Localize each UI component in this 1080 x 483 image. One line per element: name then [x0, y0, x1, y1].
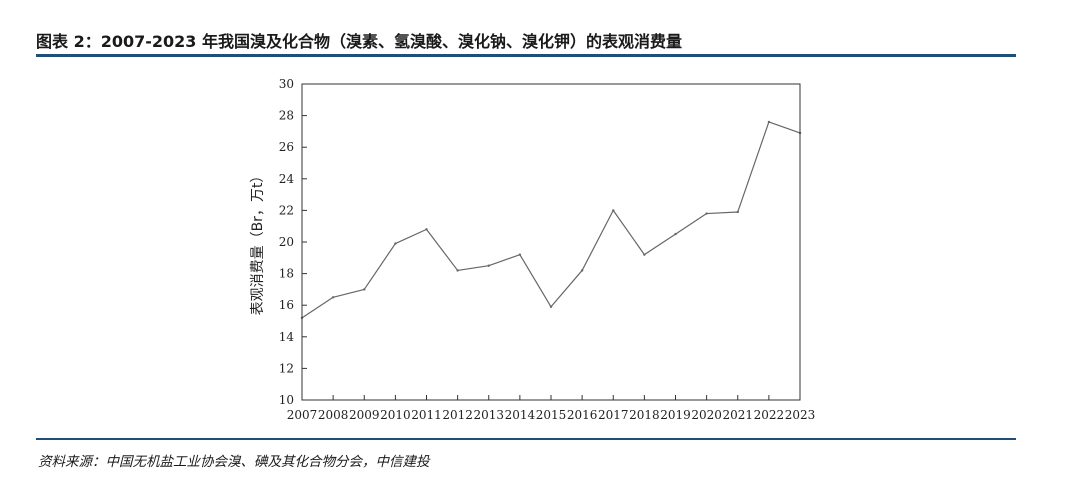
data-point: [456, 269, 459, 272]
chart-title: 图表 2：2007-2023 年我国溴及化合物（溴素、氢溴酸、溴化钠、溴化钾）的…: [36, 32, 682, 51]
data-point: [705, 212, 708, 215]
data-point: [394, 242, 397, 245]
x-tick-label: 2020: [691, 408, 722, 422]
x-tick-label: 2015: [536, 408, 567, 422]
y-tick-label: 28: [279, 109, 294, 123]
y-tick-label: 14: [279, 330, 295, 344]
x-tick-label: 2018: [629, 408, 660, 422]
y-tick-label: 12: [279, 361, 294, 375]
data-point: [549, 305, 553, 308]
x-tick-label: 2010: [380, 408, 411, 422]
data-point: [487, 264, 490, 267]
y-tick-label: 22: [279, 203, 294, 217]
data-point: [580, 269, 584, 272]
x-tick-label: 2012: [442, 408, 473, 422]
data-point: [736, 210, 739, 214]
data-point: [331, 296, 335, 299]
x-tick-label: 2011: [411, 408, 442, 422]
x-tick-label: 2013: [473, 408, 504, 422]
top-divider: [36, 54, 1016, 57]
data-point: [612, 209, 615, 212]
x-tick-label: 2023: [785, 408, 816, 422]
series-line: [301, 121, 801, 319]
data-point: [425, 228, 428, 231]
x-tick-label: 2017: [598, 408, 629, 422]
y-tick-label: 10: [279, 393, 294, 407]
y-tick-label: 16: [279, 298, 294, 312]
y-tick-label: 18: [279, 267, 294, 281]
y-axis-label: 表观消费量（Br，万t）: [250, 169, 266, 316]
y-tick-label: 26: [279, 140, 294, 154]
plot-frame: [301, 83, 801, 401]
x-tick-label: 2007: [287, 408, 318, 422]
bottom-divider: [36, 438, 1016, 440]
y-tick-label: 24: [279, 172, 295, 186]
x-tick-label: 2021: [722, 408, 753, 422]
x-tick-label: 2016: [567, 408, 598, 422]
x-tick-label: 2014: [505, 408, 536, 422]
x-tick-label: 2022: [754, 408, 785, 422]
data-point: [767, 120, 771, 124]
source-note: 资料来源：中国无机盐工业协会溴、碘及其化合物分会，中信建投: [38, 454, 430, 470]
data-point: [643, 253, 646, 256]
data-point: [518, 253, 522, 256]
data-point: [674, 232, 677, 236]
y-tick-label: 30: [279, 77, 294, 91]
x-tick-label: 2019: [660, 408, 691, 422]
x-tick-label: 2008: [318, 408, 349, 422]
x-tick-label: 2009: [349, 408, 380, 422]
y-tick-label: 20: [279, 235, 294, 249]
data-point: [363, 288, 366, 291]
